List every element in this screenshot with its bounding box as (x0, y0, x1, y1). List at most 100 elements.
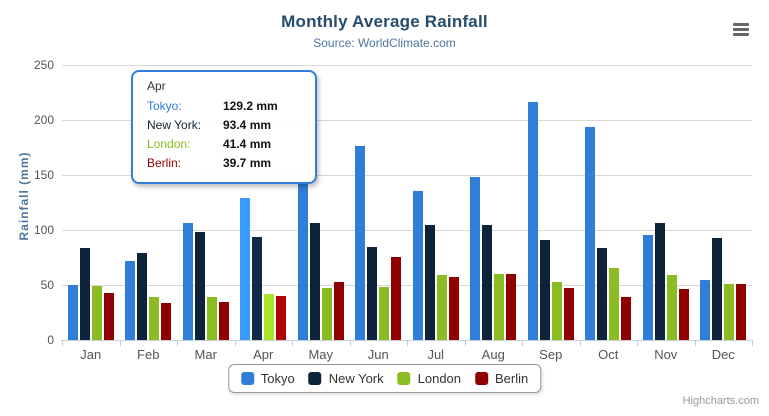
bar-tokyo-jul[interactable] (412, 190, 423, 340)
bar-group-jun (350, 65, 408, 340)
bar-tokyo-apr[interactable] (240, 197, 251, 340)
bar-new-york-nov[interactable] (654, 222, 665, 340)
bar-new-york-feb[interactable] (137, 253, 148, 340)
bar-london-nov[interactable] (666, 274, 677, 340)
legend-item-berlin[interactable]: Berlin (475, 371, 528, 386)
legend-item-new-york[interactable]: New York (308, 371, 384, 386)
bar-berlin-nov[interactable] (678, 288, 689, 340)
bar-new-york-oct[interactable] (597, 248, 608, 340)
legend-label: Berlin (495, 371, 529, 386)
legend-label: New York (328, 371, 384, 386)
x-axis-label-mar: Mar (194, 347, 217, 362)
bar-london-mar[interactable] (206, 296, 217, 340)
legend-swatch-icon (240, 372, 254, 385)
bar-berlin-sep[interactable] (563, 287, 574, 340)
bar-berlin-feb[interactable] (161, 303, 172, 340)
bar-berlin-oct[interactable] (621, 297, 632, 340)
bar-group-jan (62, 65, 120, 340)
x-axis-label-sep: Sep (539, 347, 563, 362)
bar-london-oct[interactable] (609, 268, 620, 340)
bar-berlin-dec[interactable] (736, 283, 747, 340)
legend-swatch-icon (308, 372, 322, 385)
bar-london-feb[interactable] (149, 297, 160, 340)
bar-london-dec[interactable] (724, 283, 735, 340)
bar-berlin-jul[interactable] (448, 276, 459, 340)
bar-berlin-aug[interactable] (506, 273, 517, 340)
x-axis-label-jun: Jun (367, 347, 389, 362)
bar-new-york-jan[interactable] (79, 248, 90, 340)
gridline (62, 285, 752, 286)
bar-tokyo-feb[interactable] (125, 261, 136, 340)
bar-tokyo-jun[interactable] (355, 146, 366, 340)
x-axis-tick (234, 341, 236, 346)
bar-berlin-jun[interactable] (391, 256, 402, 340)
y-axis-tick-label: 50 (40, 278, 54, 292)
bar-new-york-jul[interactable] (424, 224, 435, 340)
x-axis-label-may: May (308, 347, 334, 362)
x-axis-label-oct: Oct (598, 347, 619, 362)
bar-london-jul[interactable] (436, 275, 447, 340)
bar-berlin-may[interactable] (333, 282, 344, 340)
y-axis-tick-label: 150 (33, 168, 54, 182)
bar-group-mar (177, 65, 235, 340)
bar-groups (62, 65, 752, 340)
x-axis-tick (522, 341, 523, 346)
bar-new-york-aug[interactable] (482, 225, 493, 340)
tooltip-row: Berlin: 39.7 mm (147, 154, 303, 173)
tooltip-header: Apr (147, 79, 166, 93)
bar-london-jun[interactable] (379, 286, 390, 340)
bar-new-york-mar[interactable] (194, 231, 205, 340)
bar-london-jan[interactable] (91, 286, 102, 340)
credits-link[interactable]: Highcharts.com (682, 395, 759, 407)
bar-new-york-may[interactable] (309, 223, 320, 340)
y-axis-tick-label: 100 (33, 223, 54, 237)
bar-berlin-jan[interactable] (103, 293, 114, 340)
bar-tokyo-aug[interactable] (470, 176, 481, 340)
gridline (62, 120, 752, 121)
x-axis-tick (292, 341, 293, 346)
chart-title: Monthly Average Rainfall (281, 12, 488, 31)
tooltip-series-label: Tokyo: (147, 99, 182, 113)
plot-area (62, 65, 752, 340)
bar-berlin-apr[interactable] (276, 296, 287, 340)
bar-tokyo-nov[interactable] (642, 234, 653, 340)
bar-london-sep[interactable] (551, 282, 562, 340)
bar-new-york-dec[interactable] (712, 238, 723, 340)
bar-group-jul (407, 65, 465, 340)
bar-berlin-mar[interactable] (218, 302, 229, 340)
tooltip-series-label: Berlin: (147, 156, 182, 170)
bar-tokyo-jan[interactable] (67, 285, 78, 340)
legend-item-london[interactable]: London (397, 371, 461, 386)
bar-tokyo-dec[interactable] (700, 280, 711, 340)
gridline (62, 175, 752, 176)
tooltip-series-value: 129.2 mm (223, 99, 278, 113)
legend-swatch-icon (475, 372, 489, 385)
y-axis-tick-label: 250 (33, 58, 54, 72)
x-axis-tick (464, 341, 466, 346)
bar-new-york-apr[interactable] (252, 237, 263, 340)
x-axis-tick (694, 341, 696, 346)
bar-london-may[interactable] (321, 288, 332, 340)
x-axis-tick (752, 341, 753, 346)
x-axis-label-aug: Aug (481, 347, 505, 362)
y-axis-tick-label: 200 (33, 113, 54, 127)
bar-group-apr (235, 65, 293, 340)
legend-item-tokyo[interactable]: Tokyo (240, 371, 295, 386)
x-axis-tick (119, 341, 121, 346)
bar-tokyo-oct[interactable] (585, 126, 596, 340)
tooltip-row: London: 41.4 mm (147, 135, 303, 154)
bar-new-york-jun[interactable] (367, 247, 378, 340)
bar-new-york-sep[interactable] (539, 239, 550, 340)
bar-tokyo-may[interactable] (297, 181, 308, 340)
gridline (62, 230, 752, 231)
bar-tokyo-mar[interactable] (182, 222, 193, 340)
hamburger-bar (733, 23, 749, 26)
bar-london-apr[interactable] (264, 294, 275, 340)
bar-tokyo-sep[interactable] (527, 101, 538, 340)
tooltip-series-label: London: (147, 137, 191, 151)
bar-london-aug[interactable] (494, 274, 505, 340)
legend-swatch-icon (397, 372, 411, 385)
x-axis-tick (579, 341, 581, 346)
x-axis-label-jan: Jan (80, 347, 102, 362)
hamburger-menu-icon[interactable] (733, 23, 749, 36)
